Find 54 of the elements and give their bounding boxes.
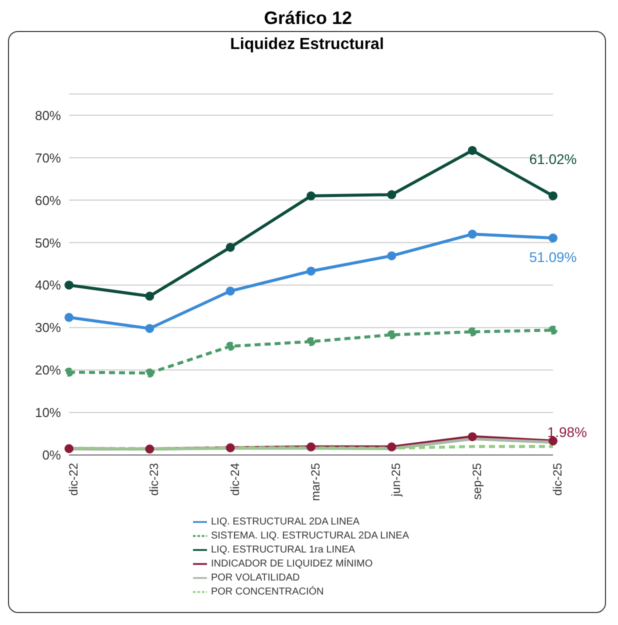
- point: [387, 251, 396, 260]
- point: [145, 444, 154, 454]
- point: [468, 230, 477, 239]
- point: [306, 337, 316, 346]
- point: [387, 190, 396, 200]
- point: [387, 442, 396, 452]
- y-tick-label: 10%: [34, 405, 62, 420]
- point: [64, 312, 74, 322]
- x-tick-label: mar-25: [308, 462, 323, 502]
- legend-label: POR VOLATILIDAD: [210, 572, 300, 584]
- point: [306, 266, 316, 276]
- y-tick-label: 20%: [34, 362, 62, 378]
- legend-label: LIQ. ESTRUCTURAL 1ra LINEA: [210, 544, 356, 556]
- x-tick-label: dic-22: [66, 462, 81, 496]
- data-label: 61.02%: [529, 150, 577, 167]
- y-tick-label: 80%: [34, 108, 62, 123]
- point: [468, 146, 477, 155]
- point: [145, 292, 154, 301]
- y-tick-label: 60%: [34, 192, 62, 208]
- data-label: 51.09%: [529, 249, 577, 266]
- x-tick-label: jun-25: [389, 462, 404, 498]
- x-tick-label: dic-25: [550, 462, 565, 496]
- chart-title: Gráfico 12: [262, 8, 354, 29]
- y-tick-label: 0%: [42, 448, 62, 463]
- y-tick-label: 30%: [34, 320, 62, 336]
- point: [226, 242, 235, 252]
- point: [306, 191, 316, 200]
- y-tick-label: 70%: [34, 150, 62, 166]
- point: [145, 324, 154, 333]
- point: [548, 234, 558, 243]
- y-tick-label: 40%: [34, 278, 62, 293]
- x-tick-label: dic-24: [228, 462, 242, 496]
- point: [387, 330, 396, 340]
- point: [145, 368, 154, 378]
- point: [226, 443, 235, 452]
- x-tick-label: dic-23: [147, 462, 162, 496]
- point: [548, 326, 558, 335]
- legend-label: INDICADOR DE LIQUIDEZ MÍNIMO: [210, 558, 373, 570]
- point: [306, 442, 316, 452]
- point: [468, 327, 477, 336]
- y-tick-label: 50%: [34, 235, 62, 250]
- annotation: 1.98%: [547, 424, 587, 440]
- point: [64, 444, 74, 454]
- chart-subtitle: Liquidez Estructural: [229, 36, 385, 54]
- legend-label: LIQ. ESTRUCTURAL 2DA LINEA: [210, 516, 360, 528]
- point: [226, 342, 235, 351]
- x-tick-label: sep-25: [470, 462, 484, 500]
- point: [548, 191, 558, 200]
- point: [468, 432, 477, 442]
- point: [226, 286, 235, 296]
- legend-label: POR CONCENTRACIÓN: [210, 586, 324, 598]
- point: [64, 368, 74, 377]
- legend-label: SISTEMA. LIQ. ESTRUCTURAL 2DA LINEA: [210, 530, 409, 542]
- point: [64, 280, 74, 290]
